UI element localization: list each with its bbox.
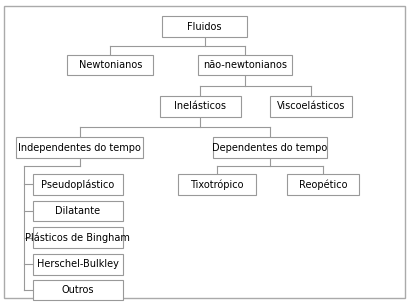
FancyBboxPatch shape (67, 55, 153, 75)
Text: Reopético: Reopético (299, 179, 347, 190)
Text: Newtonianos: Newtonianos (79, 60, 142, 70)
Text: Inelásticos: Inelásticos (174, 101, 227, 111)
FancyBboxPatch shape (270, 96, 352, 117)
FancyBboxPatch shape (213, 137, 327, 158)
FancyBboxPatch shape (33, 254, 123, 274)
FancyBboxPatch shape (33, 174, 123, 195)
Text: Herschel-Bulkley: Herschel-Bulkley (37, 259, 119, 269)
FancyBboxPatch shape (33, 227, 123, 248)
FancyBboxPatch shape (162, 16, 247, 37)
Text: Tixotrópico: Tixotrópico (190, 179, 243, 190)
Text: não-newtonianos: não-newtonianos (203, 60, 288, 70)
FancyBboxPatch shape (33, 201, 123, 221)
Text: Viscoelásticos: Viscoelásticos (276, 101, 345, 111)
FancyBboxPatch shape (178, 174, 256, 195)
Text: Independentes do tempo: Independentes do tempo (18, 142, 141, 153)
FancyBboxPatch shape (287, 174, 359, 195)
Text: Pseudoplástico: Pseudoplástico (41, 179, 115, 190)
FancyBboxPatch shape (33, 280, 123, 300)
FancyBboxPatch shape (160, 96, 241, 117)
Text: Fluidos: Fluidos (187, 21, 222, 32)
FancyBboxPatch shape (198, 55, 292, 75)
Text: Outros: Outros (61, 285, 94, 295)
Text: Dilatante: Dilatante (55, 206, 100, 216)
Text: Dependentes do tempo: Dependentes do tempo (212, 142, 328, 153)
FancyBboxPatch shape (16, 137, 143, 158)
Text: Plásticos de Bingham: Plásticos de Bingham (25, 232, 130, 243)
